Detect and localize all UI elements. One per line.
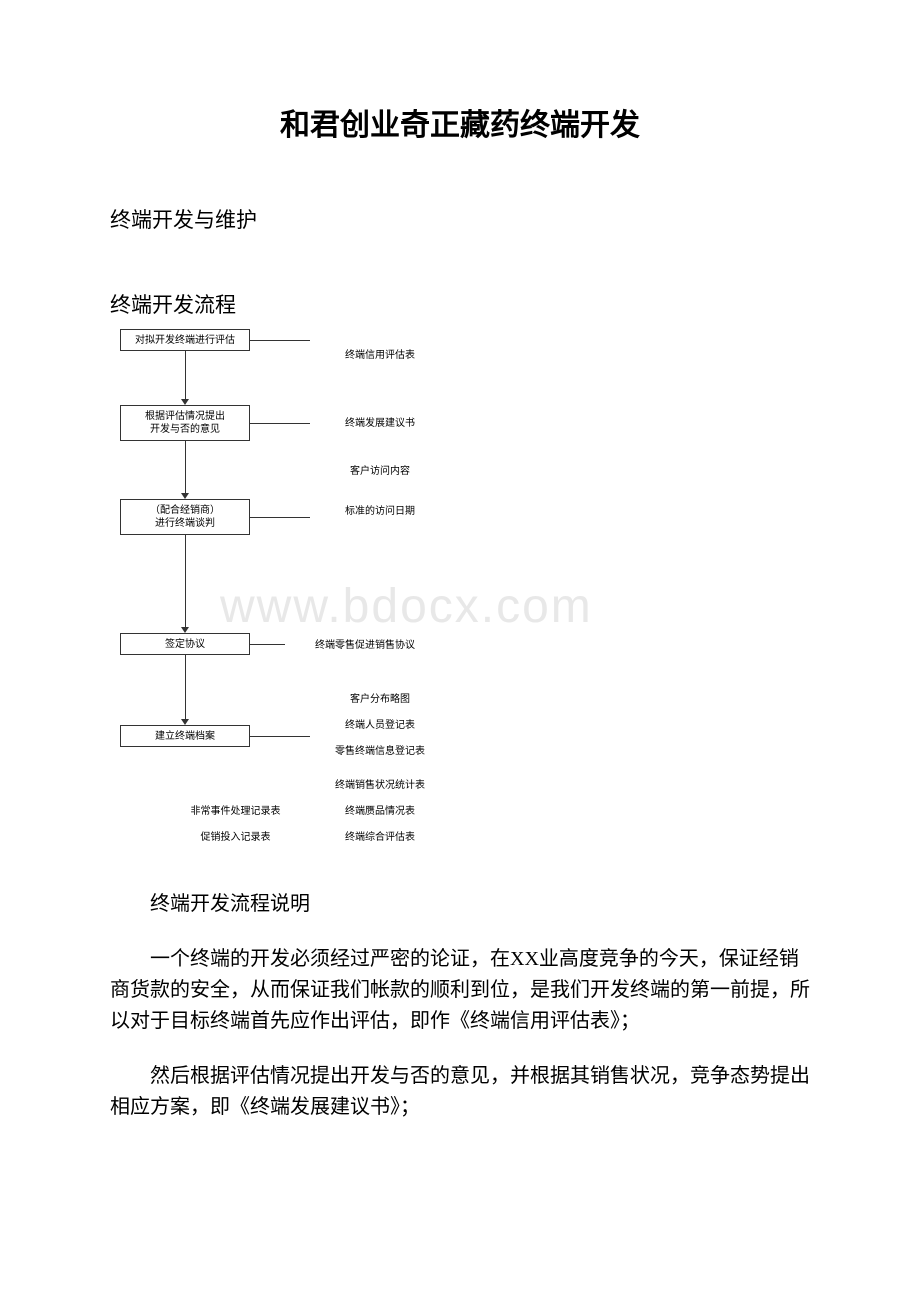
- flowchart-arrow: [181, 399, 189, 405]
- flowchart-document-node: 终端销售状况统计表: [310, 773, 450, 797]
- flowchart-connector: [250, 517, 310, 518]
- flowchart-document-node: 促销投入记录表: [168, 825, 303, 849]
- flowchart-connector: [185, 655, 186, 721]
- flowchart-container: www.bdocx.com 对拟开发终端进行评估根据评估情况提出 开发与否的意见…: [110, 329, 490, 849]
- flowchart-arrow: [181, 627, 189, 633]
- body-heading: 终端开发流程说明: [110, 889, 810, 920]
- flowchart-document-node: 客户访问内容: [310, 459, 450, 483]
- flowchart-connector: [250, 644, 285, 645]
- watermark-text: www.bdocx.com: [220, 579, 593, 634]
- flowchart-arrow: [181, 493, 189, 499]
- paragraph-2: 然后根据评估情况提出开发与否的意见，并根据其销售状况，竞争态势提出相应方案，即《…: [110, 1061, 810, 1123]
- flowchart-connector: [250, 423, 310, 424]
- flowchart-document-node: 终端发展建议书: [310, 411, 450, 435]
- document-title: 和君创业奇正藏药终端开发: [110, 100, 810, 144]
- flowchart-connector: [250, 340, 310, 341]
- flowchart-document-node: 零售终端信息登记表: [310, 739, 450, 763]
- flowchart-document-node: 客户分布略图: [310, 687, 450, 711]
- flowchart-document-node: 非常事件处理记录表: [168, 799, 303, 823]
- flowchart-document-node: 终端零售促进销售协议: [285, 633, 445, 657]
- flowchart-document-node: 终端综合评估表: [310, 825, 450, 849]
- flowchart-process-node: 签定协议: [120, 633, 250, 655]
- flowchart-document-node: 终端信用评估表: [310, 343, 450, 367]
- flowchart-connector: [250, 736, 310, 737]
- flowchart-connector: [185, 535, 186, 629]
- paragraph-1: 一个终端的开发必须经过严密的论证，在XX业高度竞争的今天，保证经销商货款的安全，…: [110, 944, 810, 1037]
- flowchart-process-node: （配合经销商） 进行终端谈判: [120, 499, 250, 535]
- flowchart-connector: [185, 441, 186, 495]
- flowchart-process-node: 对拟开发终端进行评估: [120, 329, 250, 351]
- flowchart-arrow: [181, 719, 189, 725]
- flowchart-connector: [185, 351, 186, 401]
- flowchart-document-node: 终端人员登记表: [310, 713, 450, 737]
- flowchart-document-node: 终端赝品情况表: [310, 799, 450, 823]
- subsection-heading-1: 终端开发流程: [110, 289, 810, 319]
- section-heading-1: 终端开发与维护: [110, 204, 810, 234]
- flowchart-process-node: 根据评估情况提出 开发与否的意见: [120, 405, 250, 441]
- flowchart-document-node: 标准的访问日期: [310, 499, 450, 523]
- flowchart-process-node: 建立终端档案: [120, 725, 250, 747]
